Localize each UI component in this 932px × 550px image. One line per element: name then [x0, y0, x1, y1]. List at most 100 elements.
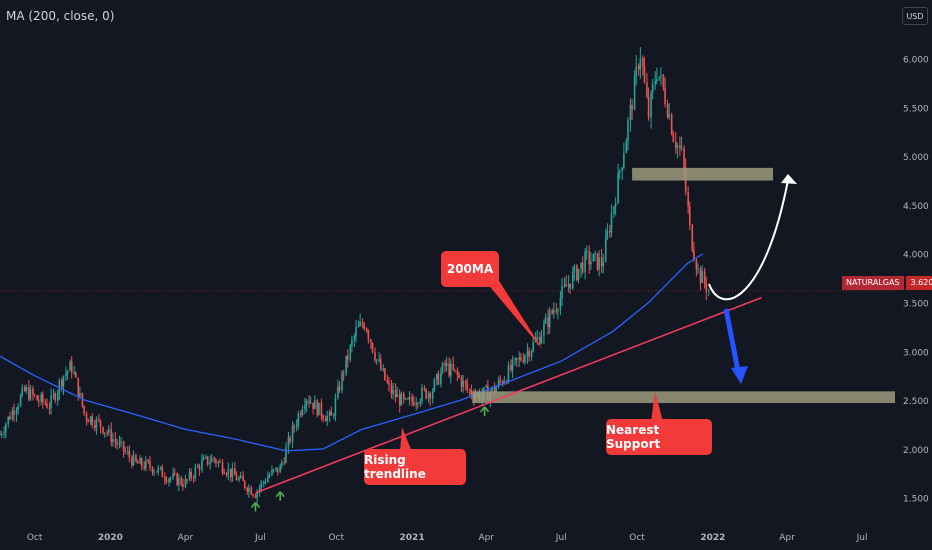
candle-body [551, 310, 553, 314]
candle-body [297, 413, 300, 426]
candle-body [392, 389, 394, 395]
candle-body [647, 96, 650, 118]
candle-body [602, 261, 605, 267]
candle-body [543, 323, 545, 336]
candle-body [411, 397, 413, 402]
candle-body [304, 405, 306, 410]
candle-body [153, 471, 155, 473]
candle-body [37, 400, 40, 402]
candle-body [0, 434, 1, 436]
candle-body [598, 257, 600, 270]
candle-body [635, 66, 638, 77]
candle-body [524, 355, 526, 362]
candle-body [539, 337, 541, 344]
candle-body [699, 268, 702, 283]
candle-body [423, 387, 426, 390]
candle-body [300, 413, 302, 415]
candle-body [668, 114, 670, 117]
candle-body [687, 191, 689, 207]
currency-badge[interactable]: USD [902, 7, 928, 25]
candle-body [345, 355, 347, 374]
candle-body [9, 416, 11, 420]
candle-body [468, 389, 471, 391]
candle-body [143, 466, 146, 469]
signal-arrow-up [250, 501, 261, 512]
indicator-label[interactable]: MA (200, close, 0) [6, 9, 115, 23]
candle-body [637, 66, 640, 70]
candle-body [388, 382, 390, 385]
y-tick-label: 4.500 [903, 202, 929, 212]
candle-body [316, 400, 319, 416]
y-tick-label: 5.000 [903, 153, 929, 163]
candle-body [120, 441, 122, 443]
ma200-line [0, 253, 704, 452]
candle-body [577, 268, 580, 281]
x-tick-label: Apr [178, 533, 194, 543]
candle-body [85, 413, 88, 420]
candle-body [590, 261, 592, 265]
candle-body [342, 372, 345, 374]
candle-body [260, 482, 263, 488]
support-zone [472, 391, 895, 404]
candle-body [592, 253, 595, 262]
candle-body [701, 271, 703, 283]
candle-body [567, 283, 570, 287]
candle-body [456, 370, 459, 375]
candle-body [145, 460, 147, 469]
candle-body [437, 373, 440, 385]
x-tick-label: Apr [478, 533, 494, 543]
candle-body [66, 370, 69, 374]
candle-body [124, 451, 127, 453]
candle-body [65, 373, 67, 377]
candle-body [600, 257, 603, 267]
candle-body [17, 406, 19, 411]
candle-body [623, 153, 625, 168]
candle-body [507, 364, 510, 383]
candle-body [283, 462, 286, 464]
projection-arrow-down [723, 308, 741, 372]
candle-body [357, 325, 360, 328]
candle-body [606, 230, 609, 239]
x-tick-label: 2020 [98, 533, 123, 543]
x-tick-label: Jul [555, 533, 567, 543]
candle-body [3, 432, 5, 435]
candle-body [511, 359, 514, 371]
last-price-tag: NATURALGAS 3.620 [842, 276, 932, 290]
candle-body [7, 416, 10, 425]
candle-body [441, 363, 444, 373]
candle-body [695, 260, 698, 270]
candle-body [29, 388, 32, 400]
x-tick-label: Oct [629, 533, 645, 543]
candle-body [248, 487, 250, 492]
candle-body [61, 380, 63, 388]
candle-body [330, 411, 333, 416]
candle-body [215, 459, 217, 464]
candle-body [363, 325, 366, 329]
candle-body [656, 78, 658, 82]
candle-body [0, 434, 3, 436]
candle-body [338, 386, 341, 391]
candle-body [33, 394, 36, 396]
candle-body [404, 398, 407, 400]
candle-body [202, 457, 205, 460]
candle-body [190, 472, 192, 478]
candle-body [206, 456, 209, 465]
candle-body [256, 491, 258, 498]
candle-body [559, 298, 562, 311]
candle-body [194, 467, 197, 478]
candle-body [98, 418, 100, 421]
candle-body [95, 418, 98, 429]
candle-body [264, 482, 267, 484]
candle-body [522, 360, 525, 362]
candle-body [526, 350, 529, 356]
candle-body [548, 310, 551, 327]
candle-body [198, 466, 201, 470]
candle-body [279, 465, 282, 473]
candle-body [238, 477, 240, 481]
candle-body [107, 428, 110, 433]
candle-body [610, 213, 613, 233]
candle-body [19, 395, 22, 407]
candle-body [596, 252, 599, 270]
